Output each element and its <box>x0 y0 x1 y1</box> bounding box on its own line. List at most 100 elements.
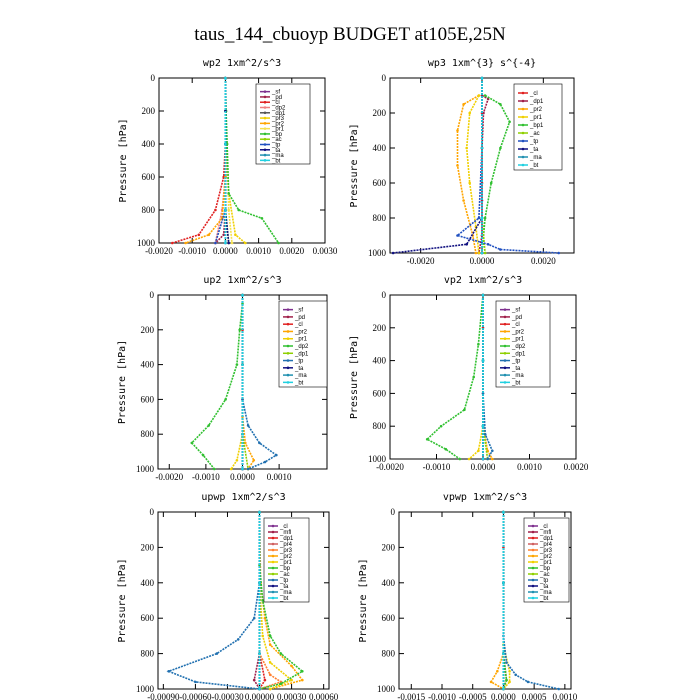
data-point <box>246 467 250 471</box>
data-point <box>480 251 484 255</box>
legend-label: _ta <box>511 366 521 372</box>
panel-title: wp3 1xm^{3} s^{-4} <box>428 58 536 69</box>
data-point <box>477 342 480 346</box>
legend-marker <box>286 344 290 348</box>
data-point <box>483 94 487 97</box>
figure-title: taus_144_cbuoyp BUDGET at105E,25N <box>194 24 506 45</box>
data-point <box>301 670 304 673</box>
x-tick-label: -0.0020 <box>145 246 173 256</box>
data-point <box>268 661 272 664</box>
y-tick-label: 0 <box>391 507 396 517</box>
data-point <box>268 634 272 638</box>
data-point <box>502 581 505 585</box>
y-tick-label: 0 <box>151 73 156 83</box>
data-point <box>190 441 194 445</box>
data-point <box>508 120 511 124</box>
x-tick-label: -0.0020 <box>376 462 404 472</box>
legend-label: _tp <box>529 139 539 145</box>
legend-marker <box>521 107 525 111</box>
legend-label: _pr3 <box>271 116 285 122</box>
data-point <box>444 447 448 451</box>
legend-label: _sf <box>294 308 303 314</box>
data-point <box>241 363 244 366</box>
data-point <box>279 682 283 685</box>
data-point <box>241 467 244 471</box>
legend-label: _pr2 <box>539 554 553 560</box>
legend-label: _cl <box>529 91 538 97</box>
data-point <box>502 687 505 691</box>
data-point <box>258 510 261 514</box>
y-tick-label: 1000 <box>368 454 387 464</box>
legend-marker <box>286 337 290 341</box>
data-point <box>236 638 240 641</box>
data-point <box>508 670 511 673</box>
legend-marker <box>271 560 275 564</box>
legend-label: _ma <box>529 155 542 161</box>
data-point <box>227 208 230 212</box>
y-tick-label: 400 <box>373 356 387 366</box>
x-tick-label: 0.0010 <box>246 246 271 256</box>
legend-label: _dp1 <box>539 536 554 542</box>
legend-label: _mfl <box>279 530 291 536</box>
legend-label: _ta <box>529 147 539 153</box>
legend-marker <box>263 127 267 130</box>
y-tick-label: 1000 <box>136 464 155 474</box>
data-point <box>486 457 489 461</box>
legend-label: _pr1 <box>539 560 553 566</box>
legend-label: _cl <box>279 524 288 530</box>
x-tick-label: 0.00030 <box>277 692 307 700</box>
data-point <box>213 467 216 471</box>
legend-marker <box>521 131 525 135</box>
data-point <box>275 453 278 457</box>
legend-marker <box>286 359 290 362</box>
legend-label: _pd <box>511 315 522 321</box>
data-point <box>258 652 261 655</box>
panel-title: upwp 1xm^2/s^3 <box>201 492 285 503</box>
data-point <box>246 424 250 427</box>
legend-marker <box>271 554 275 558</box>
data-point <box>480 76 484 80</box>
legend-label: _bt <box>294 380 304 386</box>
y-tick-label: 200 <box>141 325 155 335</box>
data-point <box>241 293 244 297</box>
legend-marker <box>271 536 275 540</box>
y-tick-label: 0 <box>382 73 387 83</box>
legend-label: _dp1 <box>271 111 286 117</box>
legend-label: _pr1 <box>279 560 293 566</box>
legend-marker <box>263 122 267 125</box>
panel-2: wp3 1xm^{3} s^{-4} Pressure [hPa] 0 200 400 6… <box>349 58 575 266</box>
panel-4: vp2 1xm^2/s^3 Pressure [hPa] 0 200 400 600 800… <box>349 275 589 472</box>
legend-marker <box>503 373 507 377</box>
legend-marker <box>286 308 290 311</box>
data-point <box>268 643 272 647</box>
legend-label: _ma <box>271 153 284 159</box>
data-point <box>224 142 227 146</box>
data-point <box>252 616 256 620</box>
legend-label: _pd <box>294 315 305 321</box>
data-point <box>463 408 466 412</box>
data-point <box>252 678 256 682</box>
legend-marker <box>263 90 267 93</box>
data-point <box>268 673 272 677</box>
legend-label: _ta <box>279 584 289 590</box>
y-tick-label: 200 <box>373 323 387 333</box>
y-tick-label: 600 <box>141 613 155 623</box>
legend-label: _bt <box>529 163 539 169</box>
legend-label: _mfl <box>539 530 551 536</box>
legend-label: _pr4 <box>279 542 293 548</box>
x-tick-label: 0.0020 <box>531 256 556 266</box>
data-point <box>258 581 261 585</box>
legend-label: _pr1 <box>294 337 308 343</box>
data-point <box>238 328 241 332</box>
series-line-bp <box>258 512 304 690</box>
data-point <box>526 680 530 684</box>
data-point <box>230 241 234 245</box>
legend-label: _ac <box>529 131 540 137</box>
legend-marker <box>531 554 535 558</box>
data-point <box>508 680 511 684</box>
data-point <box>499 248 502 251</box>
legend-marker <box>503 381 507 384</box>
legend-marker <box>521 91 525 95</box>
data-point <box>477 449 480 453</box>
legend-label: _pr4 <box>539 542 553 548</box>
